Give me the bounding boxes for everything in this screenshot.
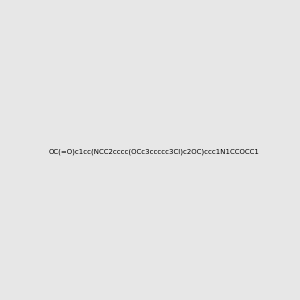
Text: OC(=O)c1cc(NCC2cccc(OCc3ccccc3Cl)c2OC)ccc1N1CCOCC1: OC(=O)c1cc(NCC2cccc(OCc3ccccc3Cl)c2OC)cc… [48, 148, 259, 155]
